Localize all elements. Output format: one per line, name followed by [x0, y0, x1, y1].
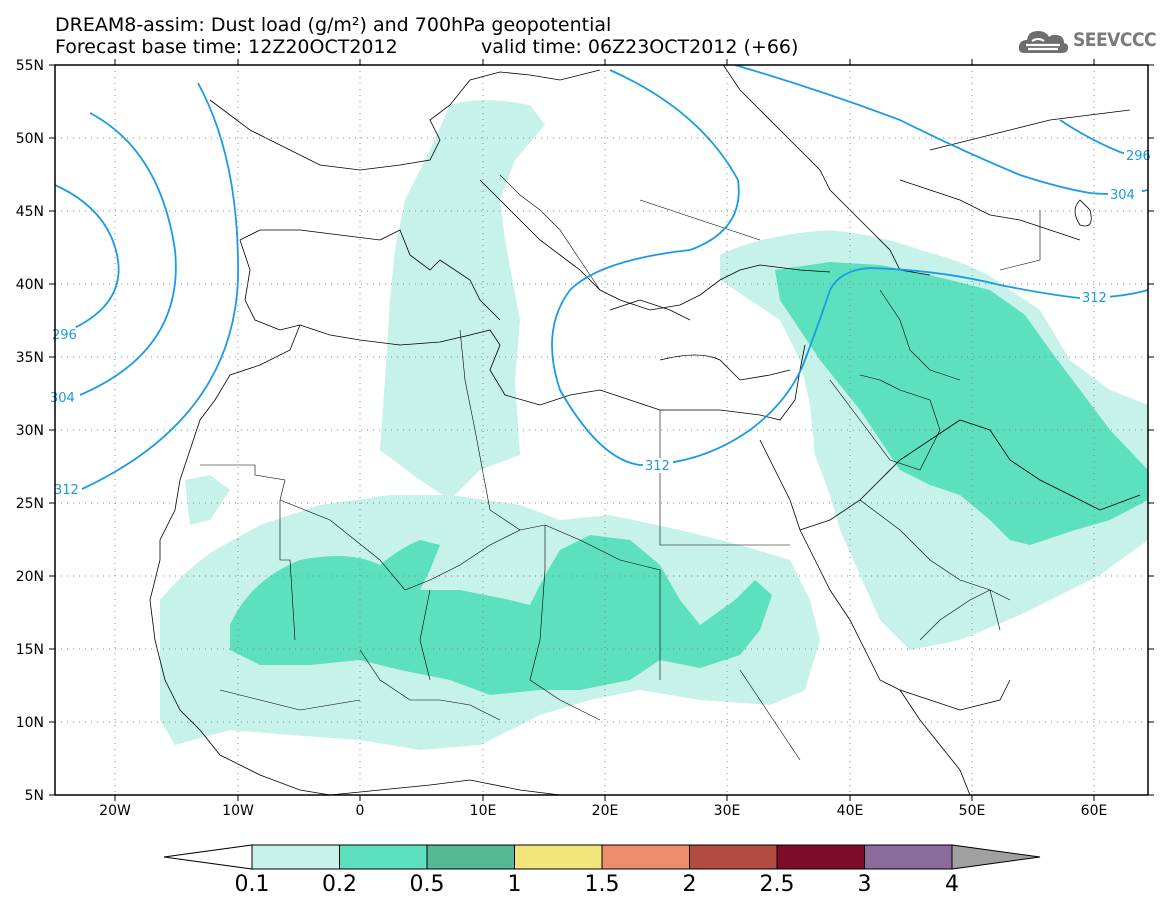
- cloud-logo-icon: [1018, 31, 1069, 53]
- country-borders: [200, 174, 1041, 761]
- colorbar-swatch: [689, 844, 778, 870]
- contour-label-group: 296 304 312 312 312 296 304: [50, 148, 1151, 498]
- longitude-label: 10E: [470, 803, 497, 819]
- latitude-label: 30N: [16, 423, 44, 439]
- contour-label: 312: [54, 483, 79, 498]
- latitude-label: 10N: [16, 715, 44, 731]
- longitude-label: 30E: [714, 803, 741, 819]
- colorbar-tick-label: 2: [683, 872, 697, 897]
- colorbar-swatch: [514, 844, 603, 870]
- graticule: [55, 65, 1148, 795]
- colorbar-tick-label: 0.2: [322, 872, 357, 897]
- latitude-label: 25N: [16, 496, 44, 512]
- seevccc-logo: SEEVCCC: [1018, 25, 1158, 59]
- longitude-label: 40E: [837, 803, 864, 819]
- colorbar-tick-label: 0.1: [235, 872, 270, 897]
- longitude-label: 60E: [1081, 803, 1108, 819]
- longitude-label: 50E: [959, 803, 986, 819]
- latitude-label: 45N: [16, 204, 44, 220]
- longitude-axis: 20W 10W 0 10E 20E 30E 40E 50E 60E: [99, 59, 1107, 819]
- colorbar-swatch: [426, 844, 515, 870]
- latitude-label: 55N: [16, 58, 44, 74]
- latitude-label: 15N: [16, 642, 44, 658]
- colorbar-low-arrow: [163, 844, 253, 870]
- valid-time: valid time: 06Z23OCT2012 (+66): [481, 36, 799, 58]
- longitude-label: 20W: [99, 803, 131, 819]
- forecast-base-time: Forecast base time: 12Z20OCT2012: [55, 36, 398, 58]
- longitude-label: 10W: [222, 803, 254, 819]
- longitude-label: 0: [356, 803, 365, 819]
- colorbar-swatch: [601, 844, 690, 870]
- latitude-label: 40N: [16, 277, 44, 293]
- colorbar-swatch: [251, 844, 340, 870]
- colorbar-swatch: [339, 844, 428, 870]
- contour-label: 304: [50, 391, 75, 406]
- latitude-label: 50N: [16, 131, 44, 147]
- colorbar-high-arrow: [951, 844, 1041, 870]
- colorbar-tick-label: 4: [945, 872, 959, 897]
- dust-area-medium: [230, 262, 1148, 695]
- contour-label: 312: [1082, 291, 1107, 306]
- map-title: DREAM8-assim: Dust load (g/m²) and 700hP…: [55, 14, 612, 36]
- contour-label: 296: [52, 328, 77, 343]
- colorbar-tick-label: 2.5: [760, 872, 795, 897]
- longitude-label: 20E: [592, 803, 619, 819]
- colorbar-swatch: [864, 844, 953, 870]
- contour-label: 296: [1126, 149, 1151, 164]
- logo-text: SEEVCCC: [1073, 29, 1157, 51]
- latitude-label: 5N: [25, 788, 44, 804]
- latitude-label: 20N: [16, 569, 44, 585]
- colorbar-tick-label: 3: [858, 872, 872, 897]
- coastlines: [149, 65, 1141, 795]
- latitude-axis: 55N 50N 45N 40N 35N 30N 25N 20N 15N 10N 5N: [16, 58, 1154, 804]
- colorbar-swatch: [776, 844, 865, 870]
- colorbar-tick-label: 1: [508, 872, 522, 897]
- colorbar: 0.1 0.2 0.5 1 1.5 2 2.5 3 4: [163, 844, 1041, 897]
- contour-label: 304: [1110, 188, 1135, 203]
- colorbar-tick-label: 1.5: [585, 872, 620, 897]
- latitude-label: 35N: [16, 350, 44, 366]
- colorbar-tick-label: 0.5: [410, 872, 445, 897]
- contour-label: 312: [645, 459, 670, 474]
